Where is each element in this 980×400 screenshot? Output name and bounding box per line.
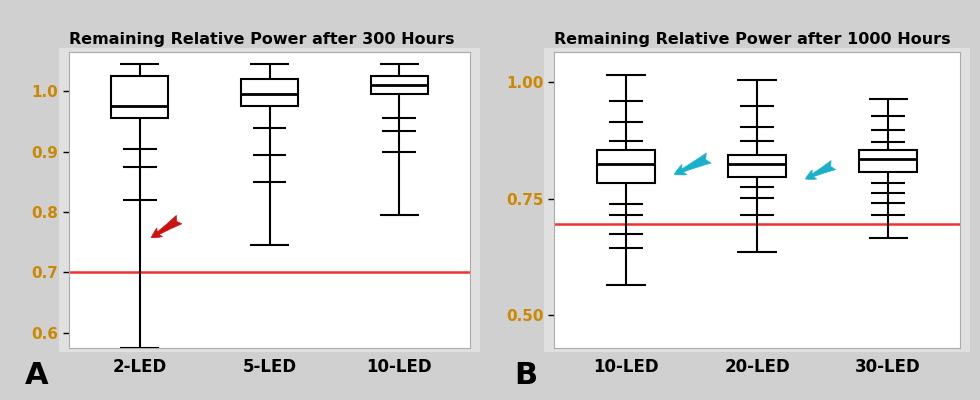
Bar <box>859 150 917 172</box>
Bar <box>370 76 427 94</box>
Bar <box>112 76 169 118</box>
Text: Remaining Relative Power after 1000 Hours: Remaining Relative Power after 1000 Hour… <box>554 32 951 47</box>
Text: B: B <box>514 362 538 390</box>
Bar <box>241 79 298 106</box>
Text: Remaining Relative Power after 300 Hours: Remaining Relative Power after 300 Hours <box>69 32 454 47</box>
Bar <box>728 154 786 177</box>
Bar <box>597 150 655 182</box>
Text: A: A <box>24 362 48 390</box>
